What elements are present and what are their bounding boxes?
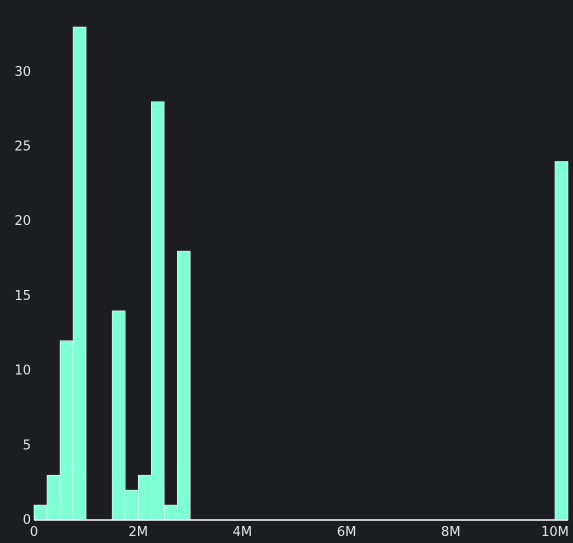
x-tick-label: 4M (233, 525, 253, 540)
x-tick-label: 10M (541, 525, 569, 540)
x-axis-ticks: 0 2M 4M 6M 8M 10M (30, 525, 569, 540)
histogram-bar-9 (177, 250, 191, 521)
y-tick-label: 5 (23, 438, 31, 453)
histogram-bar-1 (46, 474, 61, 521)
y-tick-label: 20 (14, 214, 31, 229)
histogram-bar-7 (150, 101, 165, 521)
y-tick-label: 15 (14, 289, 31, 304)
y-axis-ticks: 0 5 10 15 20 25 30 (14, 65, 31, 528)
histogram-bar-3 (72, 26, 87, 521)
histogram-bar-4 (111, 310, 126, 521)
x-tick-label: 2M (128, 525, 148, 540)
histogram-bar-10 (554, 161, 569, 521)
histogram-bar-2 (59, 340, 74, 521)
y-tick-label: 25 (14, 140, 31, 155)
x-tick-label: 8M (441, 525, 461, 540)
histogram-bar-6 (137, 474, 152, 521)
x-tick-label: 0 (30, 525, 38, 540)
x-tick-label: 6M (337, 525, 357, 540)
y-tick-label: 0 (23, 513, 31, 528)
bars-layer (33, 26, 569, 521)
histogram-bar-0 (33, 504, 48, 521)
y-tick-label: 30 (14, 65, 31, 80)
histogram-bar-8 (163, 504, 178, 521)
histogram-bar-5 (124, 489, 139, 521)
y-tick-label: 10 (14, 364, 31, 379)
